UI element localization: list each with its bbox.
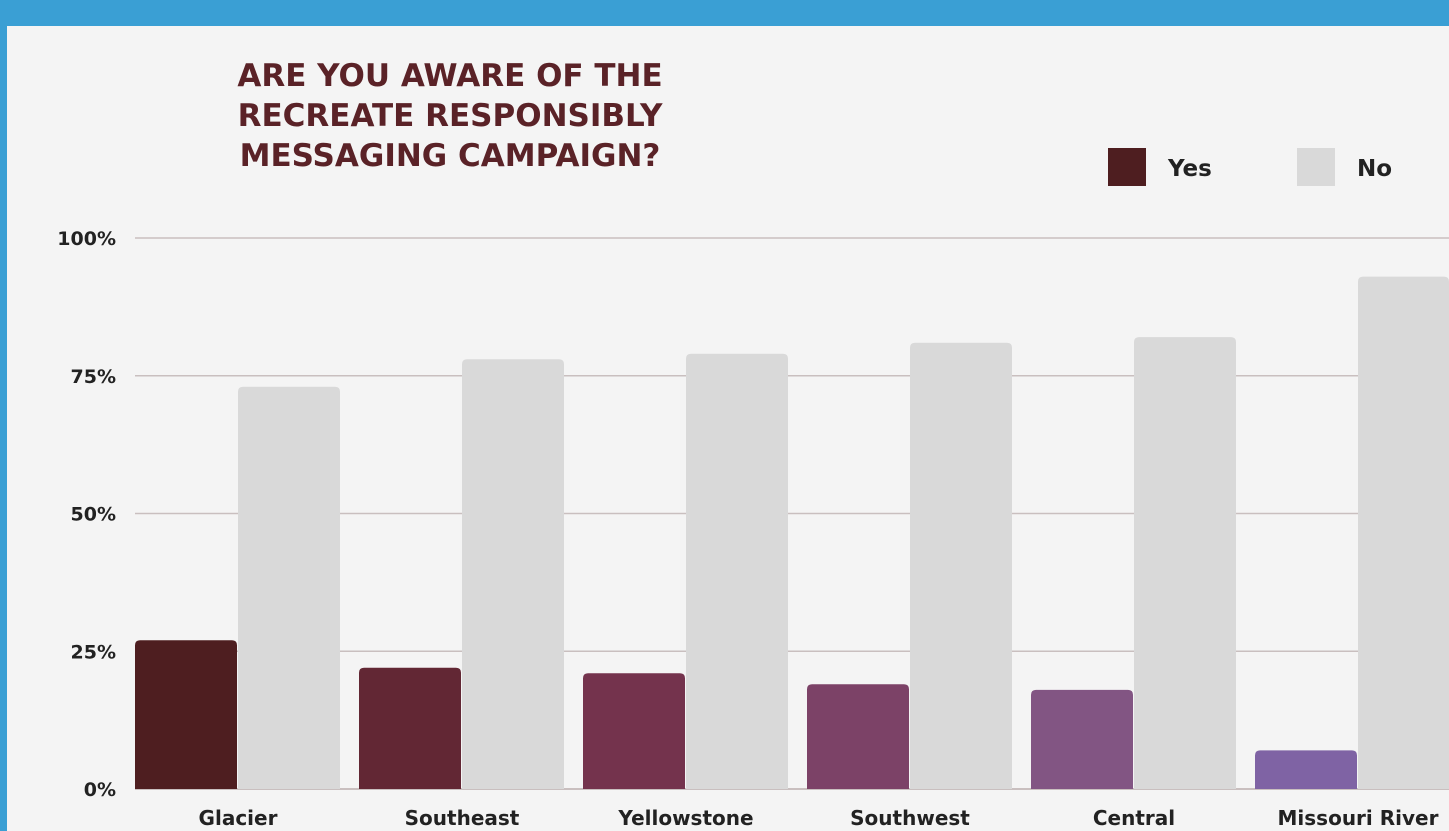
bar-no	[238, 386, 340, 789]
legend-swatch-yes	[1108, 148, 1146, 186]
x-category-label: Yellowstone	[617, 806, 753, 830]
bar-no	[462, 359, 564, 789]
legend-label-no: No	[1357, 156, 1392, 182]
bar-yes	[1031, 689, 1133, 789]
bar-no	[1358, 276, 1449, 789]
bar-yes	[1255, 750, 1357, 789]
chart-title-line-2: RECREATE RESPONSIBLY	[238, 98, 663, 134]
chart-title: ARE YOU AWARE OF THE RECREATE RESPONSIBL…	[237, 58, 663, 174]
legend: Yes No	[1108, 148, 1392, 186]
bar-no	[910, 342, 1012, 789]
axis-labels: 0% 25% 50% 75% 100% Glacier Southeast Yellowsto…	[57, 228, 1438, 830]
bar-yes	[807, 684, 909, 789]
bar-yes	[359, 667, 461, 789]
bar-no	[1134, 337, 1236, 789]
y-tick-label: 0%	[84, 779, 116, 801]
y-tick-label: 75%	[71, 366, 116, 388]
y-tick-label: 50%	[71, 504, 116, 526]
bar-yes	[583, 673, 685, 789]
bar-no	[686, 353, 788, 789]
y-tick-label: 25%	[71, 641, 116, 663]
chart-title-line-3: MESSAGING CAMPAIGN?	[240, 138, 661, 174]
x-category-label: Missouri River	[1278, 806, 1439, 830]
x-category-label: Central	[1093, 806, 1175, 830]
x-category-label: Southwest	[850, 806, 970, 830]
bar-yes	[135, 640, 237, 789]
legend-label-yes: Yes	[1167, 156, 1212, 182]
x-category-label: Southeast	[405, 806, 520, 830]
y-tick-label: 100%	[57, 228, 116, 250]
legend-swatch-no	[1297, 148, 1335, 186]
bars	[135, 276, 1449, 789]
x-category-label: Glacier	[199, 806, 278, 830]
chart-title-line-1: ARE YOU AWARE OF THE	[237, 58, 662, 94]
